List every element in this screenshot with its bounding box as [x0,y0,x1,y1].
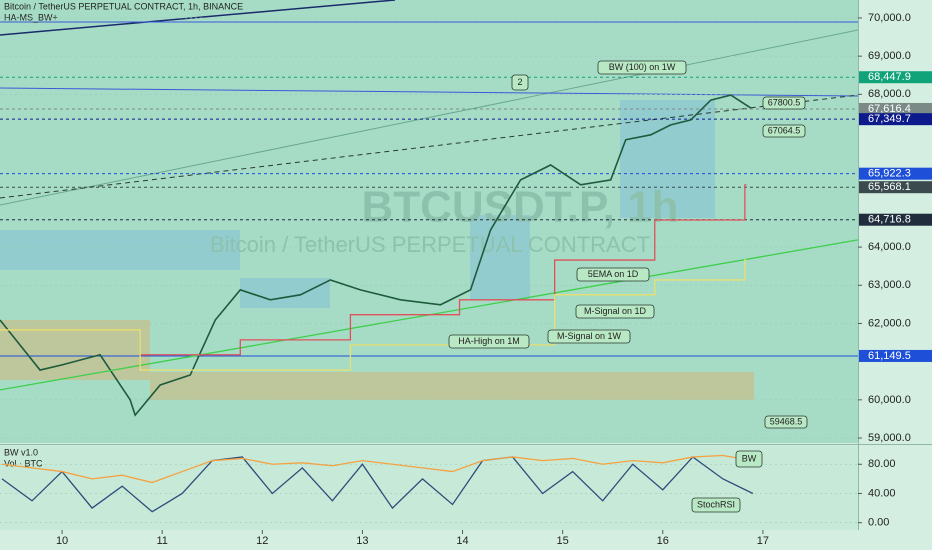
price-badge-label: 67,349.7 [868,113,911,125]
zone-box [470,215,530,300]
annotation-text: 2 [517,77,522,87]
y-tick-label: 69,000.0 [868,50,911,62]
y-tick-label: 60,000.0 [868,394,911,406]
price-badge-label: 65,922.3 [868,168,911,180]
x-tick-label: 17 [757,535,769,547]
annotation-text: 67064.5 [768,125,801,135]
annotation: M-Signal on 1W [547,329,631,344]
annotation: StochRSI [691,497,741,513]
annotation: BW [735,450,763,468]
series-line [140,184,747,356]
y-tick-label: 80.00 [868,458,896,470]
price-badge-label: 61,149.5 [868,350,911,362]
chart-title: Bitcoin / TetherUS PERPETUAL CONTRACT, 1… [4,1,243,11]
x-tick-label: 14 [456,535,468,547]
price-badge [859,349,932,362]
series-label: M-Signal on 1W [557,331,622,341]
series-line [0,259,747,371]
series-line [0,94,752,417]
y-tick-label: 40.00 [868,487,896,499]
price-badge [859,181,932,194]
indicator-name: HA-MS_BW+ [4,12,58,22]
zone-box [0,320,150,380]
annotation-text: BW (100) on 1W [609,62,676,72]
price-badge-label: 68,447.9 [868,71,911,83]
price-badge [859,71,932,84]
series-label: 5EMA on 1D [588,269,639,279]
y-tick-label: 68,000.0 [868,88,911,100]
x-tick-label: 10 [56,535,68,547]
x-tick-label: 15 [557,535,569,547]
x-tick-label: 13 [356,535,368,547]
annotation: 5EMA on 1D [576,267,650,282]
price-badge-label: 64,716.8 [868,214,911,226]
annotation: HA-High on 1M [448,334,530,349]
price-badge [859,213,932,226]
annotation: M-Signal on 1D [575,304,655,319]
y-tick-label: 64,000.0 [868,241,911,253]
annotation-text: 67800.5 [768,97,801,107]
watermark-subtitle: Bitcoin / TetherUS PERPETUAL CONTRACT [210,232,650,257]
y-tick-label: 59,000.0 [868,432,911,444]
y-tick-label: 63,000.0 [868,279,911,291]
zone-box [240,278,330,308]
price-badge-label: 65,568.1 [868,181,911,193]
series-line [1,456,754,513]
y-tick-label: 62,000.0 [868,317,911,329]
series-label: StochRSI [697,499,735,509]
annotation: 2 [511,74,529,91]
x-tick-label: 12 [256,535,268,547]
series-label: M-Signal on 1D [584,306,647,316]
zone-box [0,230,240,270]
pane-subtitle: Vol · BTC [4,458,43,468]
price-badge [859,113,932,126]
y-tick-label: 70,000.0 [868,12,911,24]
zone-box [620,100,715,218]
x-tick-label: 16 [657,535,669,547]
pane-title: BW v1.0 [4,447,38,457]
annotation-text: 59468.5 [770,416,803,426]
series-label: BW [742,453,757,463]
lower-pane [0,446,858,530]
y-tick-label: 0.00 [868,517,889,529]
annotation: 59468.5 [764,415,808,429]
price-badge [859,167,932,180]
annotation: 67064.5 [762,124,806,138]
price-badge-label: 67,616.4 [868,103,911,115]
trend-line [0,94,859,199]
annotation-text: HA-High on 1M [458,336,520,346]
watermark: BTCUSDT.P, 1h [361,183,678,232]
trend-line [0,29,859,206]
x-tick-label: 11 [156,535,167,547]
annotation: 67800.5 [762,96,806,110]
trend-line [0,87,859,97]
series-line [1,454,753,484]
zone-box [150,372,754,400]
trend-line [0,0,396,36]
annotation: BW (100) on 1W [597,60,687,75]
